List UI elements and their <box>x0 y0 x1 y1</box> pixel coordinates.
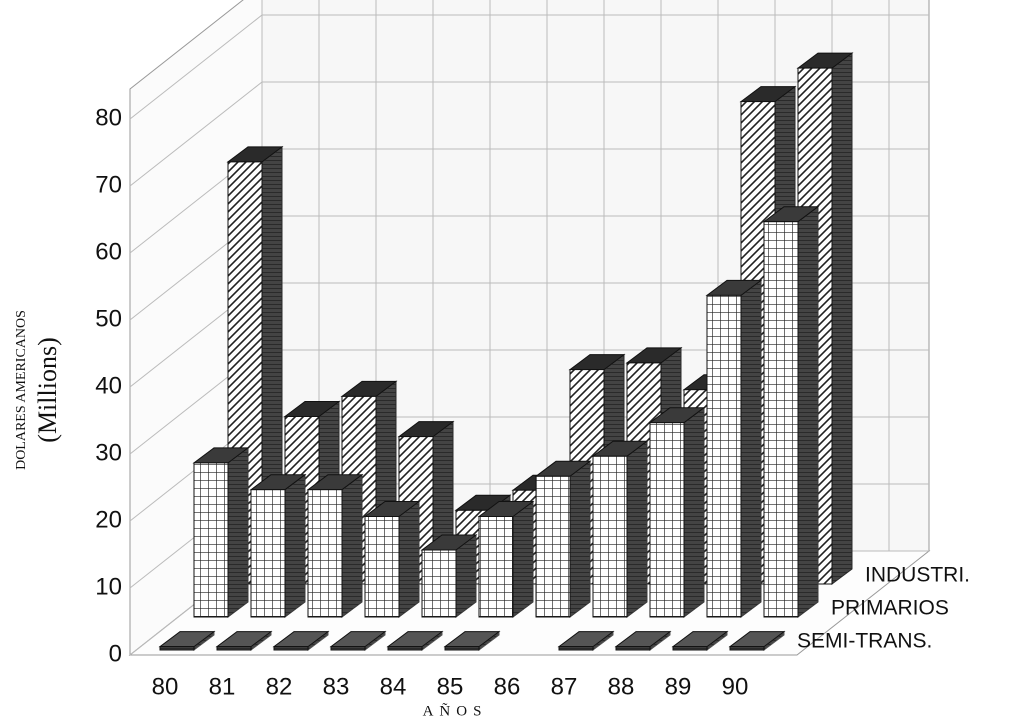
bar <box>534 460 592 618</box>
x-tick-label: 89 <box>665 673 692 700</box>
bar <box>648 406 706 618</box>
bar-side <box>512 500 534 618</box>
bar <box>386 630 444 651</box>
y-tick-label: 80 <box>95 104 122 131</box>
bar <box>477 500 535 618</box>
y-axis-label: DOLARES AMERICANOS <box>14 310 29 470</box>
bar <box>420 534 478 618</box>
x-tick-label: 80 <box>152 673 179 700</box>
bar-front <box>672 646 708 651</box>
bar-front <box>444 646 480 651</box>
y-axis-units: (Millions) <box>33 337 62 442</box>
x-tick-label: 83 <box>323 673 350 700</box>
bar <box>192 446 250 618</box>
x-tick-label: 86 <box>494 673 521 700</box>
bar <box>272 630 330 651</box>
bar <box>557 630 615 651</box>
bar-front <box>729 646 765 651</box>
x-axis-label: AÑOS <box>423 703 488 719</box>
bar-front <box>706 294 742 618</box>
bar <box>306 473 364 618</box>
bar-front <box>364 516 400 618</box>
y-tick-label: 70 <box>95 171 122 198</box>
y-tick-label: 0 <box>109 640 122 667</box>
bar-front <box>307 489 343 618</box>
bar-side <box>284 473 306 618</box>
bar-front <box>421 549 457 618</box>
y-tick-label: 30 <box>95 439 122 466</box>
y-tick-label: 40 <box>95 372 122 399</box>
bar-front <box>478 516 514 618</box>
x-tick-label: 90 <box>722 673 749 700</box>
x-tick-label: 82 <box>266 673 293 700</box>
x-tick-label: 88 <box>608 673 635 700</box>
y-tick-label: 50 <box>95 305 122 332</box>
bar-front <box>615 646 651 651</box>
x-tick-label: 84 <box>380 673 407 700</box>
bar-front <box>558 646 594 651</box>
legend-label: PRIMARIOS <box>831 597 949 620</box>
bar-side <box>569 460 591 618</box>
bar-side <box>227 446 249 618</box>
bar-front <box>216 646 252 651</box>
y-tick-label: 60 <box>95 238 122 265</box>
bar-front <box>250 489 286 618</box>
bar-front <box>649 422 685 618</box>
bar <box>762 205 820 618</box>
bar <box>249 473 307 618</box>
bar-front <box>763 221 799 618</box>
legend-label: INDUSTRI. <box>865 564 970 587</box>
bar-front <box>159 646 195 651</box>
x-tick-label: 85 <box>437 673 464 700</box>
bar-side <box>683 406 705 618</box>
bar-front <box>193 462 229 618</box>
x-tick-label: 87 <box>551 673 578 700</box>
bar-side <box>740 279 762 618</box>
grid-line <box>129 81 263 187</box>
bar <box>591 440 649 618</box>
bar <box>614 630 672 651</box>
bar-front <box>387 646 423 651</box>
bar <box>363 500 421 618</box>
y-tick-label: 20 <box>95 506 122 533</box>
bar <box>671 630 729 651</box>
x-tick-label: 81 <box>209 673 236 700</box>
bar <box>728 630 786 651</box>
bar-side <box>626 440 648 618</box>
bar-front <box>330 646 366 651</box>
bar-side <box>831 52 853 585</box>
bar <box>705 279 763 618</box>
bar-side <box>398 500 420 618</box>
bar-front <box>592 455 628 618</box>
bar <box>443 630 501 651</box>
bar-side <box>341 473 363 618</box>
y-tick-label: 10 <box>95 573 122 600</box>
bar <box>158 630 216 651</box>
bar <box>329 630 387 651</box>
grid-line <box>129 14 263 120</box>
bar <box>215 630 273 651</box>
bar-side <box>797 205 819 618</box>
legend-label: SEMI-TRANS. <box>797 630 932 653</box>
bar-front <box>535 475 571 618</box>
bar-front <box>273 646 309 651</box>
